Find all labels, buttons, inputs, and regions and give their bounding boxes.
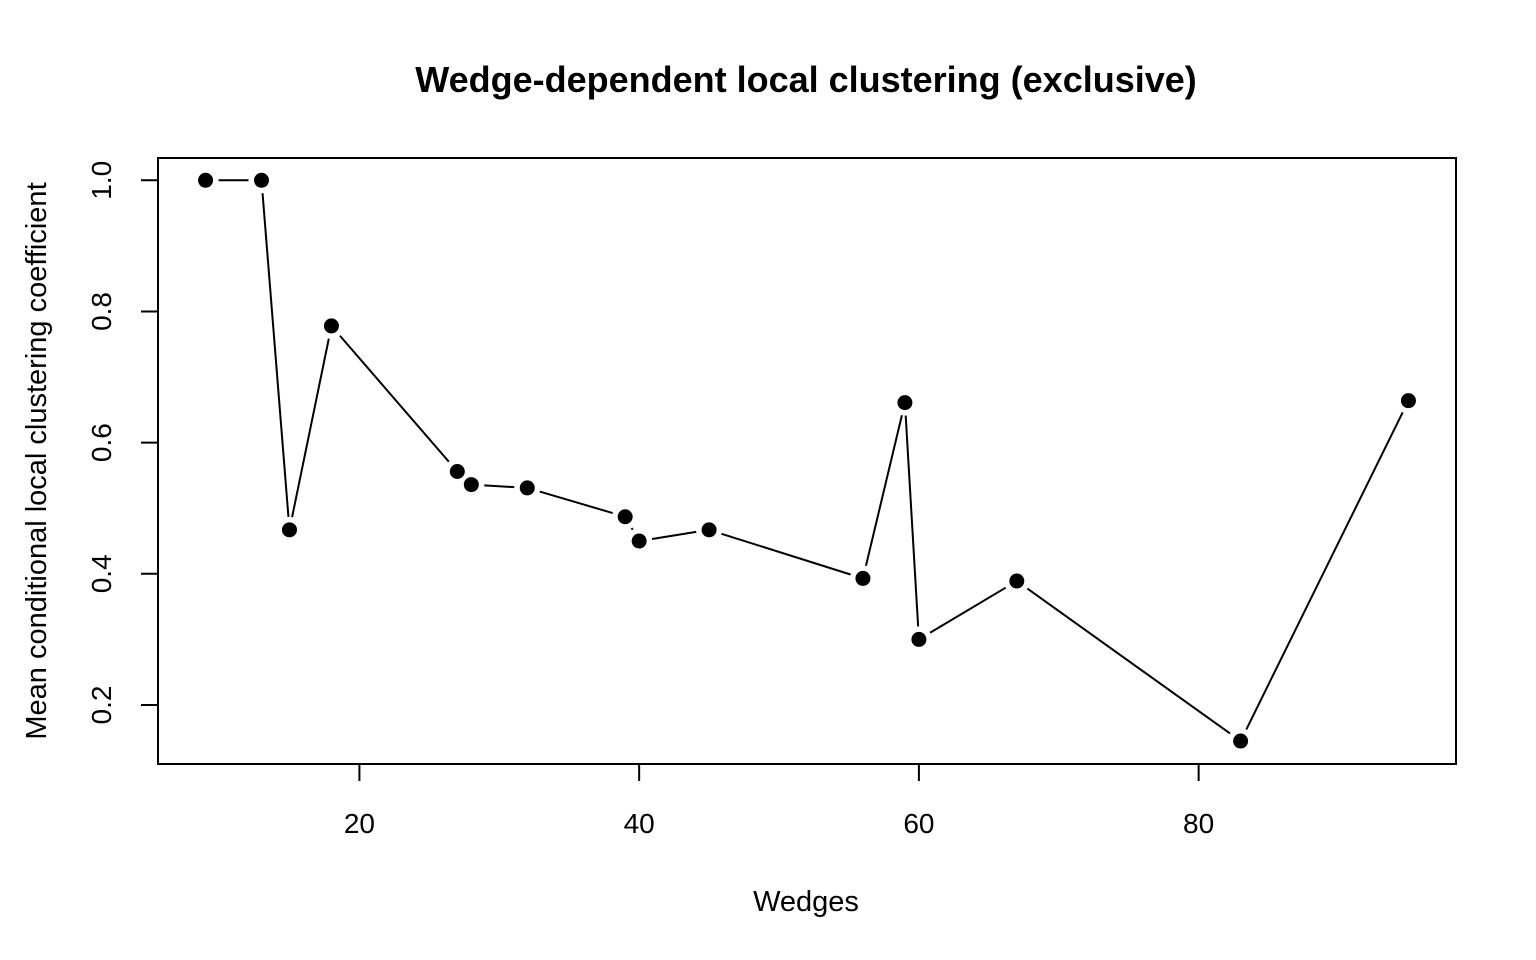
data-point (1009, 573, 1025, 589)
data-point (198, 172, 214, 188)
y-tick-label: 0.4 (86, 554, 117, 593)
series-points (198, 172, 1416, 749)
y-tick-label: 0.8 (86, 292, 117, 331)
x-axis: 20 40 60 80 (344, 763, 1214, 839)
series-segment (1026, 587, 1231, 735)
series-segment (651, 530, 697, 540)
y-axis: 0.2 0.4 0.6 0.8 1.0 (86, 161, 159, 725)
y-tick-label: 1.0 (86, 161, 117, 200)
plot-frame (157, 157, 1457, 765)
x-axis-label: Wedges (753, 886, 859, 918)
x-tick-label: 60 (903, 808, 934, 839)
series-line (218, 179, 1404, 735)
x-tick-label: 20 (344, 808, 375, 839)
series-segment (929, 586, 1007, 634)
chart-title: Wedge-dependent local clustering (exclus… (415, 59, 1197, 100)
data-point (254, 172, 270, 188)
data-point (1233, 733, 1249, 749)
data-point (449, 463, 465, 479)
data-point (1400, 393, 1416, 409)
series-segment (339, 335, 450, 463)
x-tick-label: 40 (624, 808, 655, 839)
series-segment (261, 193, 290, 517)
data-point (897, 395, 913, 411)
y-tick-label: 0.2 (86, 686, 117, 725)
series-segment (1245, 411, 1404, 730)
data-point (323, 318, 339, 334)
series-segment (484, 484, 515, 489)
series-segment (630, 527, 634, 531)
y-tick-label: 0.6 (86, 423, 117, 462)
x-tick-label: 80 (1183, 808, 1214, 839)
series-segment (721, 532, 851, 576)
series-segment (864, 415, 903, 566)
data-point (519, 480, 535, 496)
series-segment (904, 415, 920, 627)
data-point (617, 509, 633, 525)
data-point (631, 533, 647, 549)
data-point (281, 522, 297, 538)
data-point (911, 631, 927, 647)
series-segment (539, 490, 613, 515)
data-point (701, 522, 717, 538)
data-point (463, 477, 479, 493)
series-segment (291, 338, 330, 518)
y-axis-label: Mean conditional local clustering coeffi… (21, 182, 53, 739)
data-point (855, 570, 871, 586)
